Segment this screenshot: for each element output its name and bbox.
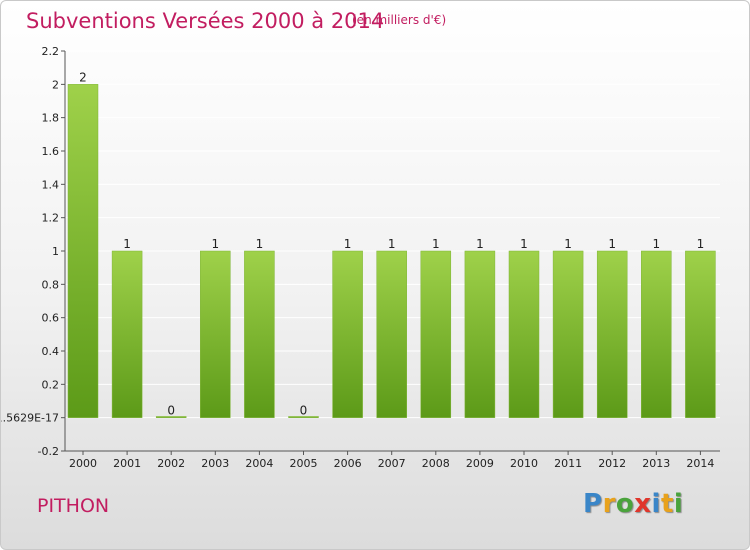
logo-letter: t — [660, 489, 674, 519]
data-label: 1 — [211, 237, 219, 251]
data-label: 1 — [476, 237, 484, 251]
x-tick-label: 2009 — [466, 457, 494, 470]
logo-letter: r — [602, 489, 616, 519]
y-tick-label: 1.2 — [42, 212, 60, 225]
data-label: 1 — [344, 237, 352, 251]
bar — [685, 250, 716, 418]
data-label: 1 — [123, 237, 131, 251]
data-label: 1 — [432, 237, 440, 251]
bar — [200, 250, 231, 418]
logo-letter: x — [634, 489, 652, 519]
data-label: 1 — [388, 237, 396, 251]
y-tick-label: 0.4 — [42, 345, 60, 358]
data-label: 1 — [520, 237, 528, 251]
x-tick-label: 2013 — [642, 457, 670, 470]
data-label: 0 — [300, 404, 308, 418]
x-tick-label: 2003 — [201, 457, 229, 470]
place-name: PITHON — [37, 495, 110, 517]
logo-letter: i — [673, 489, 684, 519]
bar — [155, 416, 187, 418]
bar — [508, 250, 540, 418]
y-tick-label: 1.6 — [42, 145, 60, 158]
data-label: 2 — [79, 70, 87, 84]
x-tick-label: 2001 — [113, 457, 141, 470]
bar — [332, 250, 363, 418]
chart-unit: (en milliers d'€) — [352, 13, 447, 27]
logo-letter: o — [615, 489, 635, 519]
bar — [376, 250, 407, 418]
x-tick-label: 2004 — [245, 457, 273, 470]
x-tick-label: 2000 — [69, 457, 97, 470]
chart-title: Subventions Versées 2000 à 2014 — [26, 9, 385, 33]
x-tick-label: 2002 — [157, 457, 185, 470]
bar — [596, 250, 628, 418]
bar — [244, 250, 275, 418]
bar — [288, 416, 319, 418]
x-tick-label: 2011 — [554, 457, 582, 470]
x-tick-label: 2006 — [334, 457, 362, 470]
y-tick-label: 1.8 — [42, 112, 60, 125]
bar — [420, 250, 452, 418]
bar — [464, 250, 496, 418]
data-label: 1 — [697, 237, 705, 251]
x-tick-label: 2012 — [598, 457, 626, 470]
proxiti-logo: Proxiti — [583, 489, 683, 519]
logo-letter: i — [651, 489, 661, 519]
y-tick-label: 2.2 — [42, 45, 60, 58]
bar — [67, 84, 99, 418]
data-label: 0 — [167, 404, 175, 418]
logo-letter: P — [583, 489, 603, 519]
x-tick-label: 2014 — [686, 457, 714, 470]
x-tick-label: 2007 — [378, 457, 406, 470]
x-tick-label: 2010 — [510, 457, 538, 470]
data-label: 1 — [564, 237, 572, 251]
bar — [552, 250, 584, 418]
y-tick-label: 1 — [52, 245, 59, 258]
data-label: 1 — [652, 237, 660, 251]
y-tick-label: -1.5629E-17 — [1, 412, 59, 425]
bar — [641, 250, 672, 418]
x-tick-label: 2005 — [290, 457, 318, 470]
y-tick-label: 2 — [52, 78, 59, 91]
data-label: 1 — [256, 237, 264, 251]
x-tick-label: 2008 — [422, 457, 450, 470]
y-tick-label: 0.8 — [42, 278, 60, 291]
bar — [111, 250, 143, 418]
data-label: 1 — [608, 237, 616, 251]
y-tick-label: -0.2 — [38, 445, 59, 458]
y-tick-label: 1.4 — [42, 178, 60, 191]
y-tick-label: 0.6 — [42, 312, 60, 325]
y-tick-label: 0.2 — [42, 378, 60, 391]
